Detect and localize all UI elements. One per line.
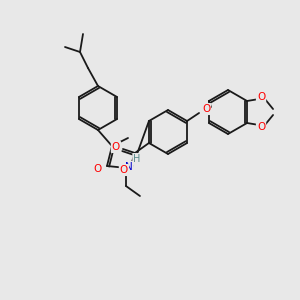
Text: O: O [257, 92, 265, 102]
Text: N: N [125, 162, 133, 172]
Text: O: O [120, 165, 128, 175]
Text: O: O [112, 142, 120, 152]
Text: O: O [257, 122, 265, 132]
Text: O: O [94, 164, 102, 174]
Text: H: H [133, 154, 141, 164]
Text: O: O [202, 104, 210, 114]
